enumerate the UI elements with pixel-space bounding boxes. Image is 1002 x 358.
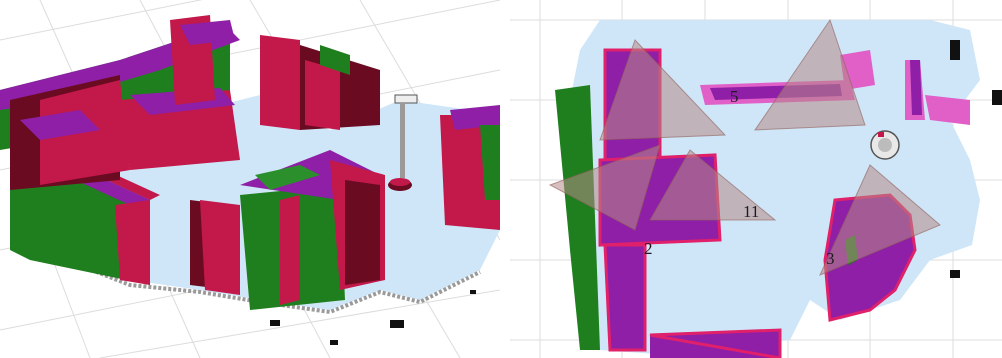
voxel-map-3d-canvas [0,0,500,358]
wall-block-right [440,105,500,230]
robot-model [388,94,418,191]
voxel-map-3d-view[interactable] [0,0,500,358]
panel-divider [500,0,510,358]
viewpoint-cone-1 [599,39,727,141]
top-down-map-view[interactable]: 5 11 2 3 [510,0,1002,358]
wall-back [0,15,380,190]
region-label-3: 3 [826,249,835,268]
wall-block-center [190,150,385,310]
region-label-11: 11 [743,202,760,221]
region-label-5: 5 [730,87,739,106]
viewpoint-cone-4 [649,149,777,221]
region-label-2: 2 [644,239,653,258]
robot-marker [870,130,900,160]
noise-voxels [270,290,476,345]
floor-edge [39,248,481,315]
viewpoint-cone-3 [548,144,661,231]
viewpoint-cone-5 [819,164,941,276]
top-down-map-canvas [510,0,1002,358]
viewpoint-cone-2 [754,18,866,131]
viewpoint-cones [548,18,941,276]
